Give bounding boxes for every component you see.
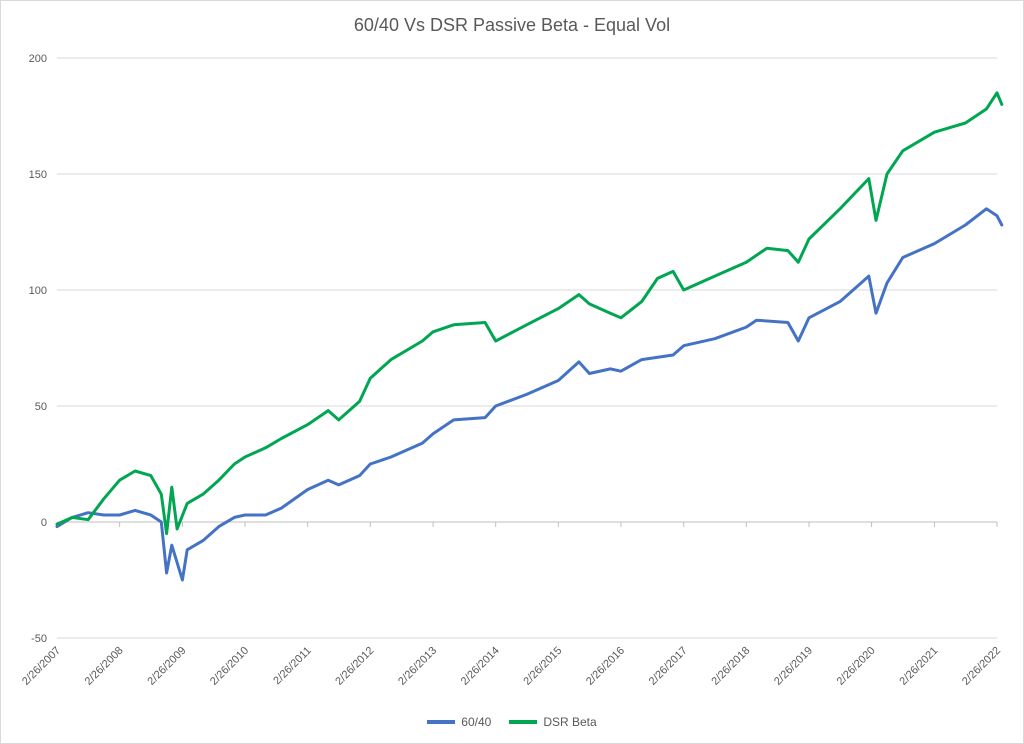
x-tick-label: 2/26/2013	[396, 645, 439, 688]
x-tick-label: 2/26/2016	[584, 645, 627, 688]
x-tick-label: 2/26/2008	[83, 645, 126, 688]
x-tick-label: 2/26/2018	[709, 645, 752, 688]
series-line-dsr-beta[interactable]	[55, 91, 1004, 536]
x-tick-label: 2/26/2007	[20, 645, 63, 688]
x-tick-label: 2/26/2019	[772, 645, 815, 688]
legend-swatch-60-40	[427, 720, 456, 724]
x-tick-label: 2/26/2014	[459, 645, 502, 688]
y-tick-label: 100	[29, 285, 47, 297]
chart-legend: 60/40 DSR Beta	[1, 715, 1023, 729]
series-line-60-40[interactable]	[55, 207, 1004, 582]
x-tick-label: 2/26/2020	[835, 645, 878, 688]
y-tick-label: 200	[29, 53, 47, 65]
x-tick-label: 2/26/2015	[521, 645, 564, 688]
y-tick-label: -50	[31, 633, 47, 645]
x-tick-label: 2/26/2009	[145, 645, 188, 688]
x-tick-label: 2/26/2022	[960, 645, 1003, 688]
x-tick-label: 2/26/2011	[271, 645, 314, 688]
y-tick-label: 150	[29, 169, 47, 181]
x-tick-label: 2/26/2021	[897, 645, 940, 688]
x-tick-label: 2/26/2012	[333, 645, 376, 688]
legend-label-dsr-beta: DSR Beta	[543, 715, 597, 729]
legend-item-dsr-beta[interactable]: DSR Beta	[509, 715, 597, 729]
x-tick-label: 2/26/2017	[647, 645, 690, 688]
legend-label-60-40: 60/40	[461, 715, 492, 729]
legend-swatch-dsr-beta	[509, 720, 538, 724]
y-tick-label: 0	[41, 517, 47, 529]
y-tick-label: 50	[35, 401, 47, 413]
x-tick-label: 2/26/2010	[208, 645, 251, 688]
chart-title: 60/40 Vs DSR Passive Beta - Equal Vol	[353, 15, 671, 35]
legend-item-60-40[interactable]: 60/40	[427, 715, 491, 729]
